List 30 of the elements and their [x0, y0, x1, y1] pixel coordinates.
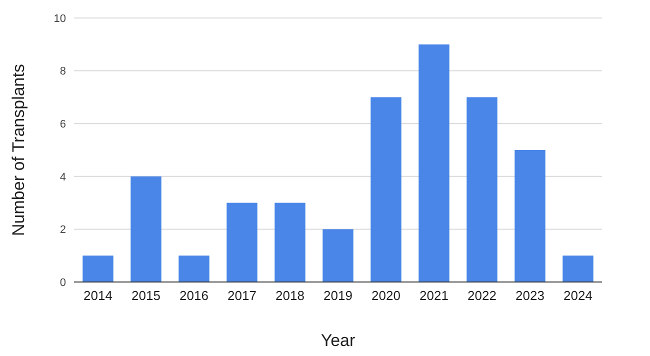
x-axis-title: Year [320, 331, 356, 350]
y-axis-title: Number of Transplants [9, 64, 28, 236]
y-tick-label: 6 [60, 118, 66, 130]
y-tick-label: 2 [60, 224, 66, 236]
bar [418, 44, 450, 282]
bar [178, 256, 210, 282]
x-tick-label: 2020 [372, 288, 400, 303]
x-tick-label: 2021 [420, 288, 448, 303]
x-tick-label: 2015 [132, 288, 160, 303]
y-tick-label: 8 [60, 66, 66, 78]
bar [226, 202, 258, 282]
y-tick-label: 0 [60, 276, 66, 289]
bar [514, 150, 546, 282]
x-tick-label: 2022 [468, 288, 496, 303]
bar [130, 176, 162, 282]
bar [274, 202, 306, 282]
bar [466, 97, 498, 282]
bar [322, 229, 354, 282]
bar [82, 256, 114, 282]
x-tick-label: 2016 [180, 288, 208, 303]
y-tick-label: 10 [54, 12, 66, 25]
x-tick-label: 2017 [228, 288, 256, 303]
x-tick-label: 2014 [84, 288, 112, 303]
x-tick-label: 2024 [564, 288, 592, 303]
y-tick-label: 4 [60, 171, 66, 184]
x-tick-label: 2023 [516, 288, 544, 303]
x-tick-label: 2018 [276, 288, 304, 303]
bar [370, 97, 402, 282]
bar [562, 256, 594, 282]
x-tick-label: 2019 [324, 288, 352, 303]
